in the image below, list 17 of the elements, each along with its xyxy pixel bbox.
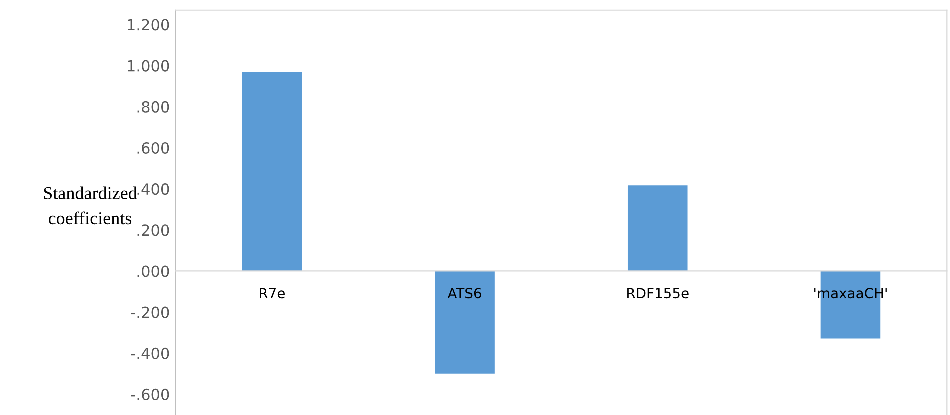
bar xyxy=(435,271,495,374)
y-tick-label: .600 xyxy=(138,142,170,154)
y-tick-label: .400 xyxy=(138,184,170,196)
bar xyxy=(628,186,688,272)
y-tick-label: -.400 xyxy=(131,348,170,360)
y-tick-label: .000 xyxy=(138,266,170,278)
y-tick-label: .800 xyxy=(138,101,170,113)
x-tick-label: ATS6 xyxy=(448,288,482,299)
x-tick-label: R7e xyxy=(260,288,285,299)
y-tick-label: -.600 xyxy=(131,388,170,400)
x-tick-label: RDF155e xyxy=(628,288,689,299)
y-tick-label: 1.200 xyxy=(128,19,170,31)
y-tick-label: 1.000 xyxy=(128,60,170,72)
y-tick-label: .200 xyxy=(138,224,170,236)
bar xyxy=(242,72,302,272)
y-axis-title: Standardized coefficients xyxy=(44,186,138,225)
y-tick-label: -.200 xyxy=(131,306,170,318)
